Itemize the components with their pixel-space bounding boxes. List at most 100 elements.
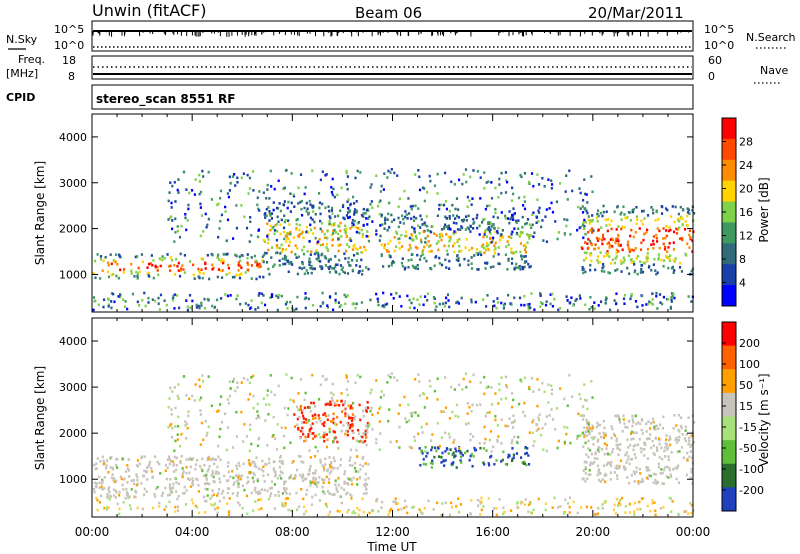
data-cell bbox=[343, 252, 346, 256]
data-cell bbox=[226, 502, 229, 505]
data-cell bbox=[489, 222, 493, 225]
data-cell bbox=[589, 219, 592, 222]
data-cell bbox=[483, 187, 486, 190]
data-cell bbox=[606, 250, 609, 253]
data-cell bbox=[510, 247, 513, 251]
data-cell bbox=[182, 375, 186, 378]
data-cell bbox=[538, 206, 541, 210]
data-cell bbox=[194, 463, 198, 466]
data-cell bbox=[563, 397, 566, 401]
data-cell bbox=[450, 505, 454, 509]
data-cell bbox=[569, 233, 572, 236]
data-cell bbox=[520, 265, 524, 269]
colorbar-swatch bbox=[722, 463, 736, 488]
data-cell bbox=[348, 238, 351, 242]
data-cell bbox=[389, 440, 392, 444]
data-cell bbox=[266, 222, 269, 226]
data-cell bbox=[306, 207, 309, 211]
data-cell bbox=[409, 246, 412, 250]
data-cell bbox=[211, 471, 214, 475]
data-cell bbox=[210, 503, 213, 506]
data-cell bbox=[596, 448, 600, 452]
data-cell bbox=[317, 251, 320, 255]
data-cell bbox=[598, 423, 602, 427]
data-cell bbox=[509, 217, 512, 221]
data-cell bbox=[669, 475, 673, 478]
data-cell bbox=[417, 432, 420, 436]
data-cell bbox=[464, 168, 468, 171]
data-cell bbox=[340, 501, 344, 505]
data-cell bbox=[418, 303, 421, 306]
data-cell bbox=[290, 376, 293, 380]
data-cell bbox=[663, 247, 667, 251]
data-cell bbox=[416, 253, 419, 257]
data-cell bbox=[319, 243, 322, 247]
data-cell bbox=[417, 414, 420, 417]
data-cell bbox=[518, 264, 521, 268]
data-cell bbox=[626, 426, 629, 429]
data-cell bbox=[328, 270, 332, 274]
data-cell bbox=[689, 237, 692, 241]
data-cell bbox=[177, 306, 181, 310]
data-cell bbox=[301, 475, 305, 479]
data-cell bbox=[299, 200, 302, 204]
data-cell bbox=[440, 228, 444, 231]
data-cell bbox=[315, 251, 318, 255]
data-cell bbox=[334, 298, 337, 302]
data-cell bbox=[106, 492, 109, 496]
data-cell bbox=[490, 240, 493, 244]
data-cell bbox=[368, 215, 371, 219]
data-cell bbox=[621, 248, 624, 252]
velocity-ylabel: Slant Range [km] bbox=[33, 366, 47, 470]
data-cell bbox=[640, 418, 643, 421]
data-cell bbox=[646, 228, 649, 232]
data-cell bbox=[628, 481, 631, 485]
data-cell bbox=[310, 427, 313, 430]
data-cell bbox=[689, 501, 692, 505]
data-cell bbox=[308, 469, 311, 472]
data-cell bbox=[632, 470, 635, 474]
data-cell bbox=[453, 388, 456, 391]
data-cell bbox=[583, 435, 586, 438]
data-cell bbox=[429, 384, 432, 388]
data-cell bbox=[668, 468, 671, 472]
data-cell bbox=[300, 199, 303, 203]
data-cell bbox=[585, 430, 588, 434]
data-cell bbox=[616, 268, 619, 271]
data-cell bbox=[652, 239, 655, 243]
data-cell bbox=[338, 225, 341, 228]
data-cell bbox=[519, 456, 523, 459]
data-cell bbox=[415, 236, 418, 240]
data-cell bbox=[581, 198, 585, 202]
data-cell bbox=[213, 502, 216, 506]
data-cell bbox=[639, 472, 642, 475]
data-cell bbox=[356, 169, 359, 173]
data-cell bbox=[296, 423, 299, 427]
data-cell bbox=[419, 295, 422, 299]
data-cell bbox=[273, 229, 277, 232]
data-cell bbox=[354, 381, 357, 385]
data-cell bbox=[507, 455, 510, 459]
data-cell bbox=[281, 257, 284, 261]
data-cell bbox=[466, 412, 469, 416]
data-cell bbox=[333, 437, 336, 440]
data-cell bbox=[412, 238, 415, 242]
data-cell bbox=[177, 383, 180, 386]
data-cell bbox=[581, 266, 584, 269]
data-cell bbox=[416, 298, 419, 302]
data-cell bbox=[319, 461, 322, 464]
data-cell bbox=[623, 302, 626, 305]
data-cell bbox=[498, 382, 501, 386]
data-cell bbox=[471, 464, 474, 468]
data-cell bbox=[361, 272, 364, 276]
data-cell bbox=[587, 424, 590, 427]
data-cell bbox=[543, 390, 546, 394]
data-cell bbox=[601, 478, 605, 481]
data-cell bbox=[277, 179, 280, 183]
data-cell bbox=[602, 436, 606, 439]
data-cell bbox=[660, 446, 663, 450]
data-cell bbox=[115, 274, 118, 278]
data-cell bbox=[216, 410, 219, 413]
data-cell bbox=[490, 196, 494, 200]
data-cell bbox=[646, 437, 649, 440]
